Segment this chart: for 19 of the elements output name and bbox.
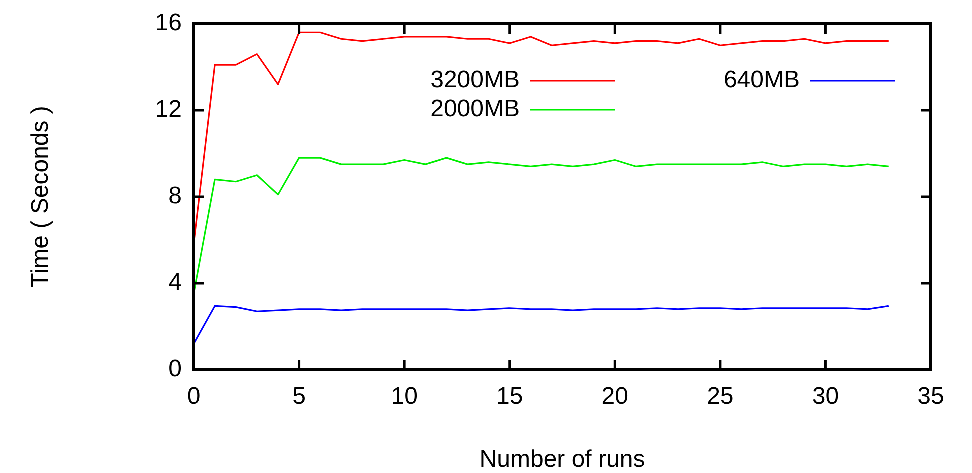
x-tick-label: 15	[496, 383, 524, 410]
x-axis-title: Number of runs	[480, 446, 646, 473]
legend-label: 2000MB	[430, 95, 520, 122]
y-tick-label: 8	[168, 182, 182, 210]
x-tick-label: 5	[292, 383, 306, 410]
x-tick-label: 10	[391, 383, 418, 410]
x-tick-label: 30	[812, 383, 840, 410]
y-tick-label: 12	[155, 96, 182, 123]
y-axis-title: Time ( Seconds )	[27, 106, 54, 288]
y-tick-label: 0	[168, 355, 182, 382]
x-tick-label: 25	[707, 383, 734, 410]
x-tick-label: 35	[918, 383, 944, 410]
x-tick-label: 20	[602, 383, 628, 410]
y-tick-label: 16	[155, 9, 182, 36]
line-series	[193, 305, 890, 345]
legend-label: 3200MB	[430, 66, 520, 94]
legend-label: 640MB	[724, 66, 800, 94]
y-tick-label: 4	[168, 268, 182, 296]
x-tick-label: 0	[187, 383, 201, 410]
